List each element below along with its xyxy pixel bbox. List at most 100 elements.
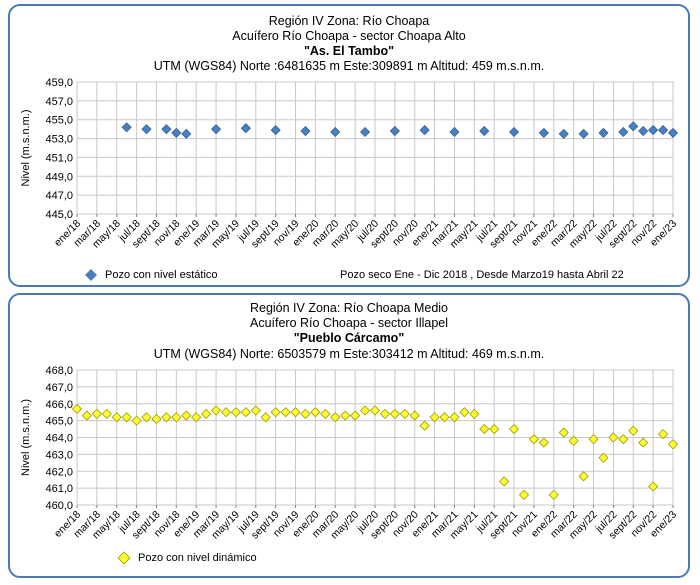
chart-panel-pueblo-carcamo: Región IV Zona: Río Choapa Medio Acuífer… xyxy=(8,293,690,578)
y-tick-label: 459,0 xyxy=(45,77,73,89)
data-point xyxy=(379,408,390,419)
data-point xyxy=(648,125,659,136)
data-point xyxy=(479,125,490,137)
data-point xyxy=(211,405,222,416)
chart-header-region: Región IV Zona: Río Choapa xyxy=(268,14,430,28)
data-point xyxy=(509,126,520,138)
data-point xyxy=(260,412,271,423)
data-point xyxy=(121,412,132,423)
data-point xyxy=(220,407,232,418)
data-point xyxy=(429,412,440,423)
data-point xyxy=(608,432,619,443)
data-point xyxy=(81,410,92,421)
data-point xyxy=(419,420,430,431)
data-point xyxy=(667,439,679,450)
data-point xyxy=(618,434,629,445)
data-point xyxy=(389,125,400,137)
data-point xyxy=(538,437,549,448)
data-point xyxy=(568,435,579,446)
data-point xyxy=(618,126,629,138)
y-tick-label: 462,0 xyxy=(45,466,73,478)
data-point xyxy=(360,126,371,138)
y-tick-label: 466,0 xyxy=(45,399,73,411)
data-point xyxy=(628,425,639,436)
data-point xyxy=(509,423,520,435)
data-point xyxy=(409,410,420,421)
data-point xyxy=(310,407,321,418)
data-point xyxy=(360,405,371,416)
data-point xyxy=(161,124,172,135)
chart-title: "As. El Tambo" xyxy=(303,44,395,58)
data-point xyxy=(638,125,649,137)
data-point xyxy=(270,407,281,418)
data-point xyxy=(300,408,311,419)
data-point xyxy=(230,407,241,418)
data-point xyxy=(71,403,83,414)
data-point xyxy=(548,489,559,500)
data-point xyxy=(479,423,490,435)
data-point xyxy=(141,124,152,135)
data-point xyxy=(181,410,192,421)
y-tick-label: 461,0 xyxy=(45,483,73,495)
data-point xyxy=(489,423,500,435)
y-tick-label: 467,0 xyxy=(45,382,73,394)
data-point xyxy=(389,408,400,419)
data-point xyxy=(201,408,212,419)
chart-header-coordinates: UTM (WGS84) Norte :6481635 m Este:309891… xyxy=(153,59,545,73)
chart-header-aquifer: Acuífero Río Choapa - sector Illapel xyxy=(249,316,449,330)
chart-legend: Pozo con nivel estático xyxy=(85,269,218,281)
data-point xyxy=(588,434,599,445)
data-point xyxy=(141,412,152,423)
data-point xyxy=(399,408,410,419)
data-point xyxy=(449,412,460,423)
y-tick-label: 455,0 xyxy=(45,115,73,127)
chart-note: Pozo seco Ene - Dic 2018 , Desde Marzo19… xyxy=(340,269,624,281)
data-point xyxy=(648,481,659,492)
chart-panel-el-tambo: Región IV Zona: Río Choapa Acuífero Río … xyxy=(8,4,690,287)
chart-header-coordinates: UTM (WGS84) Norte: 6503579 m Este:303412… xyxy=(153,347,545,361)
data-point xyxy=(628,121,639,132)
data-point xyxy=(598,452,609,463)
y-tick-label: 447,0 xyxy=(45,190,73,202)
data-point xyxy=(658,429,669,440)
chart-legend: Pozo con nivel dinámico xyxy=(117,551,257,565)
data-point xyxy=(300,125,311,137)
data-point xyxy=(658,125,669,136)
data-point xyxy=(499,476,510,487)
data-point xyxy=(598,127,609,138)
data-point xyxy=(111,412,122,423)
data-point xyxy=(191,412,202,423)
legend-diamond-icon xyxy=(117,551,131,565)
data-point xyxy=(449,126,460,138)
data-point xyxy=(330,412,341,423)
data-point xyxy=(270,125,281,136)
data-point xyxy=(131,415,142,426)
data-point xyxy=(161,412,172,423)
data-point xyxy=(558,427,569,438)
chart-plot-el-tambo: 445,0 447,0 449,0 451,0 453,0 455,0 457,0 459,0… xyxy=(20,77,679,250)
data-point xyxy=(240,123,251,134)
data-point xyxy=(528,434,539,445)
data-point xyxy=(340,410,351,421)
data-point xyxy=(101,408,112,419)
data-point xyxy=(280,407,291,418)
data-point xyxy=(290,407,301,418)
data-point xyxy=(638,437,649,448)
y-tick-label: 468,0 xyxy=(45,365,73,377)
data-point xyxy=(419,125,430,136)
data-point xyxy=(211,124,222,135)
data-point xyxy=(121,122,132,133)
data-point xyxy=(369,405,381,416)
data-point xyxy=(469,408,480,419)
y-axis-label: Nivel (m.s.n.m.) xyxy=(20,399,32,476)
data-point xyxy=(330,126,341,138)
y-tick-label: 460,0 xyxy=(45,500,73,512)
data-point xyxy=(181,128,192,139)
data-point xyxy=(250,405,261,416)
y-tick-label: 464,0 xyxy=(45,433,73,445)
data-point xyxy=(91,408,102,419)
data-point xyxy=(320,408,331,419)
data-point xyxy=(667,127,679,138)
legend-diamond-icon xyxy=(85,269,97,281)
legend-label: Pozo con nivel dinámico xyxy=(138,552,257,564)
